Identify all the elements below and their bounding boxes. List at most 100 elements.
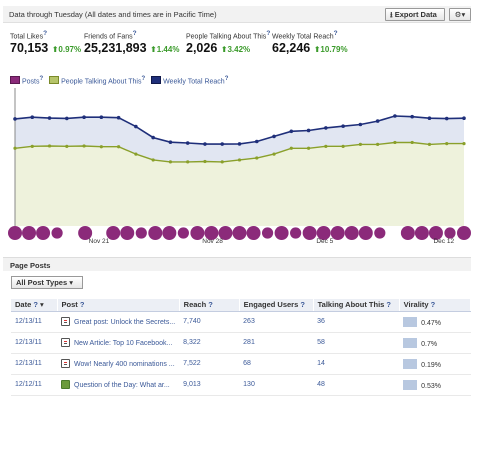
talking-point: [134, 152, 138, 156]
metric-label: People Talking About This?: [186, 30, 271, 41]
post-date: 12/13/11: [11, 332, 57, 354]
reach-point: [427, 116, 432, 121]
metric-1: Friends of Fans? 25,231,893 ⬆1.44%: [84, 30, 179, 55]
reach-point: [254, 139, 259, 144]
post-link[interactable]: Wow! Nearly 400 nominations ...: [57, 353, 180, 375]
post-link[interactable]: Question of the Day: What ar...: [57, 374, 180, 396]
legend-posts[interactable]: Posts?: [10, 76, 43, 85]
metric-3: Weekly Total Reach? 62,246 ⬆10.79%: [272, 30, 348, 55]
talking-point: [220, 160, 224, 164]
up-arrow-icon: ⬆: [220, 45, 228, 55]
talking-area: [15, 142, 464, 226]
post-engaged[interactable]: 263: [239, 311, 314, 333]
talking-point: [186, 160, 190, 164]
posts-bubble: [330, 226, 345, 240]
reach-point: [134, 124, 138, 129]
posts-bubble: [444, 227, 456, 239]
post-reach[interactable]: 9,013: [179, 374, 240, 396]
post-engaged[interactable]: 281: [239, 332, 314, 354]
post-talking[interactable]: 14: [313, 353, 400, 375]
post-reach[interactable]: 7,522: [179, 353, 240, 375]
posts-bubble: [106, 226, 121, 240]
posts-bubble: [190, 226, 205, 240]
reach-point: [168, 140, 173, 144]
export-data-button[interactable]: ⭳ Export Data: [385, 8, 445, 21]
metric-change: ⬆10.79%: [313, 45, 348, 55]
posts-bubble: [148, 226, 163, 240]
table-row: 12/13/11 Great post: Unlock the Secrets..…: [11, 311, 471, 333]
talking-point: [203, 159, 207, 164]
up-arrow-icon: ⬆: [150, 45, 157, 55]
post-talking[interactable]: 48: [313, 374, 400, 396]
date-note: Data through Tuesday (All dates and time…: [9, 10, 217, 19]
metric-2: People Talking About This? 2,026 ⬆3.42%: [186, 30, 270, 55]
talking-point: [289, 146, 293, 150]
talking-point: [237, 158, 242, 162]
posts-bubble: [204, 226, 219, 240]
legend-swatch: [10, 76, 20, 85]
post-reach[interactable]: 7,740: [179, 311, 240, 333]
reach-point: [151, 135, 155, 140]
post-talking[interactable]: 36: [313, 311, 400, 333]
posts-bubble: [274, 226, 289, 240]
col-post[interactable]: Post ?: [57, 299, 180, 312]
posts-table: Date ? ▾ Post ? Reach ? Engaged Users ? …: [11, 299, 472, 396]
settings-menu-button[interactable]: ⚙▾: [449, 8, 471, 21]
col-virality[interactable]: Virality ?: [399, 299, 472, 312]
post-engaged[interactable]: 130: [239, 374, 314, 396]
reach-point: [324, 126, 328, 130]
post-engaged[interactable]: 68: [239, 353, 314, 375]
post-date: 12/12/11: [11, 374, 57, 396]
reach-point: [203, 142, 207, 146]
posts-bubble: [120, 226, 135, 240]
reach-point: [341, 124, 345, 129]
legend-reach[interactable]: Weekly Total Reach?: [151, 76, 228, 85]
post-virality: 0.19%: [399, 353, 471, 375]
col-engaged[interactable]: Engaged Users ?: [239, 299, 314, 312]
metric-value: 70,153 ⬆0.97%: [10, 41, 82, 56]
post-link[interactable]: New Article: Top 10 Facebook...: [57, 332, 180, 354]
reach-point: [375, 119, 380, 123]
posts-bubble: [414, 226, 429, 240]
reach-point: [116, 115, 121, 120]
reach-point: [30, 115, 35, 119]
table-row: 12/13/11 Wow! Nearly 400 nominations ... 7…: [11, 353, 471, 375]
talking-point: [65, 144, 69, 148]
legend-talking[interactable]: People Talking About This?: [49, 76, 145, 85]
posts-bubble: [302, 226, 317, 240]
talking-point: [30, 144, 34, 148]
metric-value: 62,246 ⬆10.79%: [272, 41, 348, 56]
posts-bubble: [135, 227, 147, 239]
reach-point: [82, 115, 86, 119]
talking-point: [462, 142, 466, 146]
talking-point: [99, 145, 103, 149]
posts-bubble: [457, 226, 471, 240]
col-talking[interactable]: Talking About This ?: [313, 299, 400, 312]
post-type-filter[interactable]: All Post Types ▾: [11, 276, 83, 289]
talking-point: [13, 146, 17, 150]
x-tick-label: Dec 12: [433, 238, 454, 245]
x-tick-label: Dec 5: [316, 238, 333, 245]
col-reach[interactable]: Reach ?: [179, 299, 240, 312]
col-date[interactable]: Date ? ▾: [11, 299, 58, 312]
posts-bubble: [162, 226, 177, 240]
posts-bubble: [290, 227, 302, 239]
metric-change: ⬆1.44%: [150, 45, 180, 55]
posts-bubble: [36, 226, 51, 240]
virality-bar: [403, 358, 418, 369]
posts-bubble: [316, 226, 331, 240]
metric-label: Weekly Total Reach?: [272, 30, 338, 41]
post-talking[interactable]: 58: [313, 332, 400, 354]
post-virality: 0.47%: [399, 311, 471, 333]
post-reach[interactable]: 8,322: [179, 332, 240, 354]
talking-point: [427, 142, 432, 146]
post-link[interactable]: Great post: Unlock the Secrets...: [57, 311, 180, 333]
up-arrow-icon: ⬆: [313, 45, 321, 55]
talking-point: [410, 140, 414, 145]
virality-bar: [403, 379, 418, 390]
posts-bubble: [358, 226, 373, 240]
reach-point: [65, 116, 69, 121]
talking-point: [151, 158, 155, 162]
reach-point: [410, 114, 414, 119]
talking-point: [358, 142, 362, 146]
